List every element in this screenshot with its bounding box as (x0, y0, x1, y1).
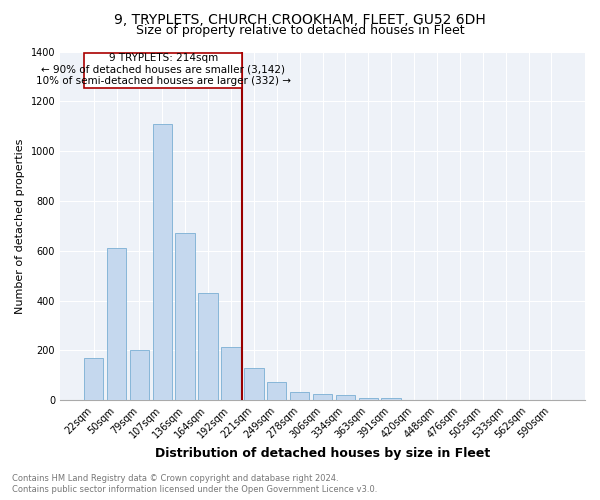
Bar (107, 248, 126, 400)
Bar (221, 346, 241, 401)
Text: Contains HM Land Registry data © Crown copyright and database right 2024.
Contai: Contains HM Land Registry data © Crown c… (12, 474, 377, 494)
Text: ← 90% of detached houses are smaller (3,142): ← 90% of detached houses are smaller (3,… (41, 64, 285, 74)
Bar (313, 394, 332, 400)
Bar (84, 52, 242, 88)
Bar (199, 293, 218, 401)
Bar (359, 398, 378, 400)
Bar (152, 124, 172, 400)
Bar (84, 358, 103, 401)
Bar (175, 234, 195, 400)
Bar (382, 398, 401, 400)
X-axis label: Distribution of detached houses by size in Fleet: Distribution of detached houses by size … (155, 447, 490, 460)
Y-axis label: Number of detached properties: Number of detached properties (15, 138, 25, 314)
Bar (335, 396, 355, 400)
Text: Size of property relative to detached houses in Fleet: Size of property relative to detached ho… (136, 24, 464, 37)
Text: 10% of semi-detached houses are larger (332) →: 10% of semi-detached houses are larger (… (36, 76, 291, 86)
Text: 9 TRYPLETS: 214sqm: 9 TRYPLETS: 214sqm (109, 52, 218, 62)
Bar (130, 350, 149, 401)
Bar (244, 368, 263, 400)
Bar (290, 392, 310, 400)
Text: 9, TRYPLETS, CHURCH CROOKHAM, FLEET, GU52 6DH: 9, TRYPLETS, CHURCH CROOKHAM, FLEET, GU5… (114, 12, 486, 26)
Bar (267, 382, 286, 400)
